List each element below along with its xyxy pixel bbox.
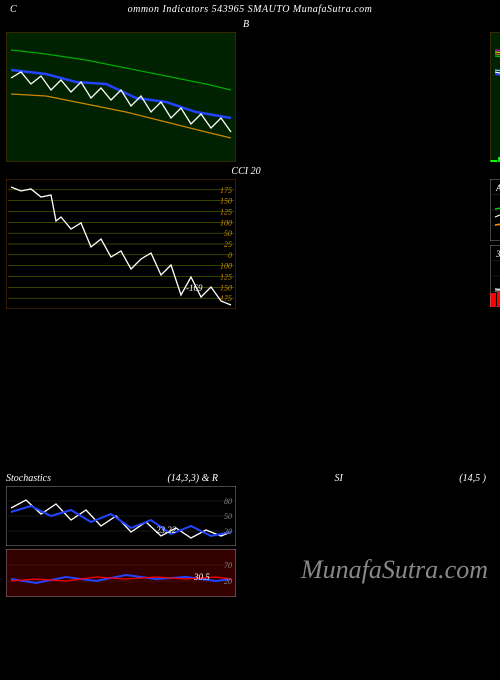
- svg-text:20: 20: [224, 527, 232, 536]
- svg-text:100: 100: [220, 218, 232, 227]
- svg-text:50: 50: [224, 229, 232, 238]
- svg-text:50: 50: [224, 512, 232, 521]
- svg-text:20: 20: [224, 577, 232, 586]
- svg-text:125: 125: [220, 273, 232, 282]
- svg-text:25: 25: [224, 240, 232, 249]
- header-left: C: [10, 4, 17, 15]
- header-center: ommon Indicators 543965 SMAUTO MunafaSut…: [128, 4, 373, 15]
- svg-text:0: 0: [228, 251, 232, 260]
- svg-text:150: 150: [220, 197, 232, 206]
- svg-text:100: 100: [220, 262, 232, 271]
- panel-cci: CCI 20 17515012510050250100125150175-169: [6, 166, 486, 309]
- svg-text:32.58, 35.23, -2.65: 32.58, 35.23, -2.65: [495, 249, 500, 259]
- watermark: MunafaSutra.com: [301, 555, 488, 585]
- stoch-title-right: (14,5 ): [459, 473, 486, 484]
- svg-text:80: 80: [224, 497, 232, 506]
- panel-bollinger: B: [6, 19, 486, 162]
- bb-title-left: B: [243, 19, 249, 30]
- svg-text:30.5: 30.5: [193, 572, 210, 582]
- svg-text:70: 70: [224, 561, 232, 570]
- svg-text:ADX: 35.35 +DY: 27 -DY: 56.54: ADX: 35.35 +DY: 27 -DY: 56.54: [495, 183, 500, 193]
- svg-text:150: 150: [220, 283, 232, 292]
- svg-text:-169: -169: [186, 283, 203, 293]
- stoch-title-si: SI: [334, 473, 342, 484]
- svg-text:175: 175: [220, 294, 232, 303]
- svg-text:23.22: 23.22: [156, 525, 177, 535]
- cci-title: CCI 20: [231, 166, 260, 177]
- stoch-title-mid: (14,3,3) & R: [167, 473, 218, 484]
- panel-adx-macd: ADX & MACD 12,26,9 ADX: 35.35 +DY: 27 -D…: [490, 166, 500, 309]
- svg-text:175: 175: [220, 186, 232, 195]
- stoch-title-left: Stochastics: [6, 473, 51, 484]
- svg-text:125: 125: [220, 208, 232, 217]
- panel-price: Price, Volume, MA Ellipses Bands 20,2: [490, 19, 500, 162]
